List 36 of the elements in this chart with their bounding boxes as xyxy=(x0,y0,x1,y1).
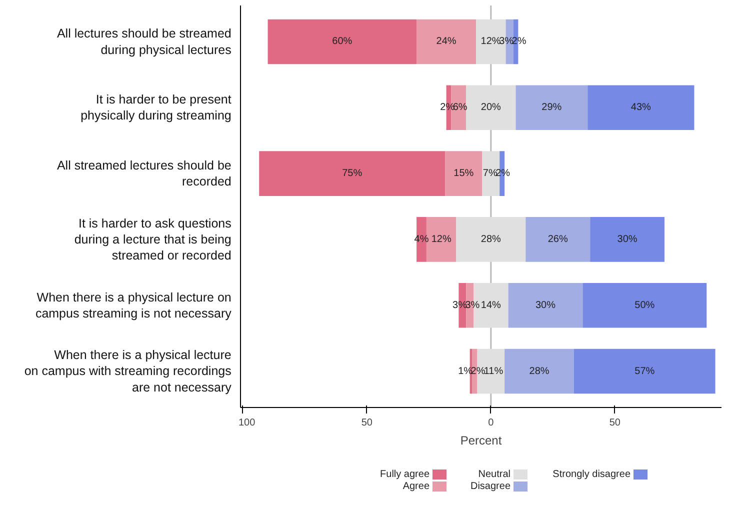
y-tick-label: It is harder to ask questions during a lecture that is being streamed or recorded xyxy=(74,216,232,263)
data-label: 26% xyxy=(548,234,568,245)
y-tick-label: It is harder to be present physically during streaming xyxy=(80,92,232,123)
legend-label: Neutral xyxy=(478,469,511,480)
data-label: 12% xyxy=(431,234,452,245)
data-label: 43% xyxy=(630,102,652,114)
data-label: 30% xyxy=(617,234,638,245)
y-tick-label: When there is a physical lecture on campus streaming is not necessary xyxy=(35,290,232,320)
legend-label: Strongly disagree xyxy=(552,469,631,480)
data-label: 2% xyxy=(496,168,510,180)
data-label: 11% xyxy=(484,366,504,377)
data-label: 28% xyxy=(529,366,550,377)
data-label: 30% xyxy=(535,300,556,311)
data-label: 60% xyxy=(332,36,352,48)
legend-label: Disagree xyxy=(470,481,511,492)
data-label: 24% xyxy=(436,36,456,48)
data-label: 7% xyxy=(482,168,498,180)
data-label: 28% xyxy=(480,234,502,245)
y-tick-label: All streamed lectures should be recorded xyxy=(56,158,232,189)
x-tick-label: 50 xyxy=(361,418,373,428)
data-label: 12% xyxy=(480,36,501,48)
data-label: 20% xyxy=(480,102,502,114)
data-label: 57% xyxy=(634,366,655,377)
x-tick-label: 0 xyxy=(488,418,494,428)
x-axis-title: Percent xyxy=(460,434,502,448)
y-tick-label: All lectures should be streamed during physical lectures xyxy=(56,26,232,57)
data-label: 29% xyxy=(542,102,562,114)
x-tick-label: 100 xyxy=(238,418,256,428)
data-label: 15% xyxy=(454,168,474,180)
data-label: 75% xyxy=(342,168,362,180)
data-label: 14% xyxy=(480,300,502,311)
legend-label: Agree xyxy=(402,481,430,492)
data-label: 50% xyxy=(634,300,655,311)
y-tick-label: When there is a physical lecture on campus with streaming recordings are not necessary xyxy=(24,348,232,394)
x-tick-label: 50 xyxy=(609,418,621,428)
legend-label: Fully agree xyxy=(380,469,430,480)
